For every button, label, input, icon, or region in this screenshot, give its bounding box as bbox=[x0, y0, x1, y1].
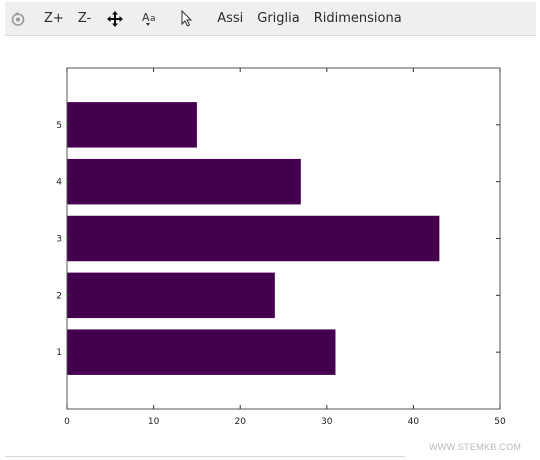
y-tick-label: 2 bbox=[56, 291, 62, 301]
bar-5 bbox=[67, 102, 197, 148]
grid-button[interactable]: Griglia bbox=[257, 11, 300, 26]
y-tick-label: 3 bbox=[56, 235, 62, 245]
axes-button[interactable]: Assi bbox=[217, 11, 244, 26]
font-size-icon[interactable]: A a bbox=[140, 7, 162, 31]
x-tick-label: 10 bbox=[148, 417, 160, 427]
y-tick-label: 1 bbox=[56, 348, 62, 358]
zoom-in-button[interactable]: Z+ bbox=[44, 11, 64, 26]
bar-1 bbox=[67, 329, 336, 375]
bar-4 bbox=[67, 158, 301, 205]
plot-toolbar: Z+ Z- A a Assi Griglia Ridimensiona bbox=[5, 2, 536, 36]
zoom-out-button[interactable]: Z- bbox=[77, 11, 92, 26]
x-tick-label: 30 bbox=[321, 417, 333, 427]
resize-button[interactable]: Ridimensiona bbox=[313, 11, 402, 26]
watermark: WWW.STEMKB.COM bbox=[429, 442, 522, 452]
x-tick-label: 50 bbox=[494, 417, 506, 427]
y-tick-label: 4 bbox=[56, 178, 62, 188]
divider bbox=[5, 456, 405, 457]
pointer-icon[interactable] bbox=[176, 7, 198, 31]
x-tick-label: 0 bbox=[64, 417, 70, 427]
bar-3 bbox=[67, 215, 440, 262]
x-tick-label: 40 bbox=[408, 417, 420, 427]
bar-2 bbox=[67, 272, 275, 319]
y-tick-label: 5 bbox=[56, 121, 62, 131]
move-icon[interactable] bbox=[104, 7, 126, 31]
reset-icon[interactable] bbox=[7, 7, 29, 31]
svg-text:a: a bbox=[150, 14, 156, 24]
svg-text:A: A bbox=[142, 11, 150, 24]
x-tick-label: 20 bbox=[234, 417, 246, 427]
